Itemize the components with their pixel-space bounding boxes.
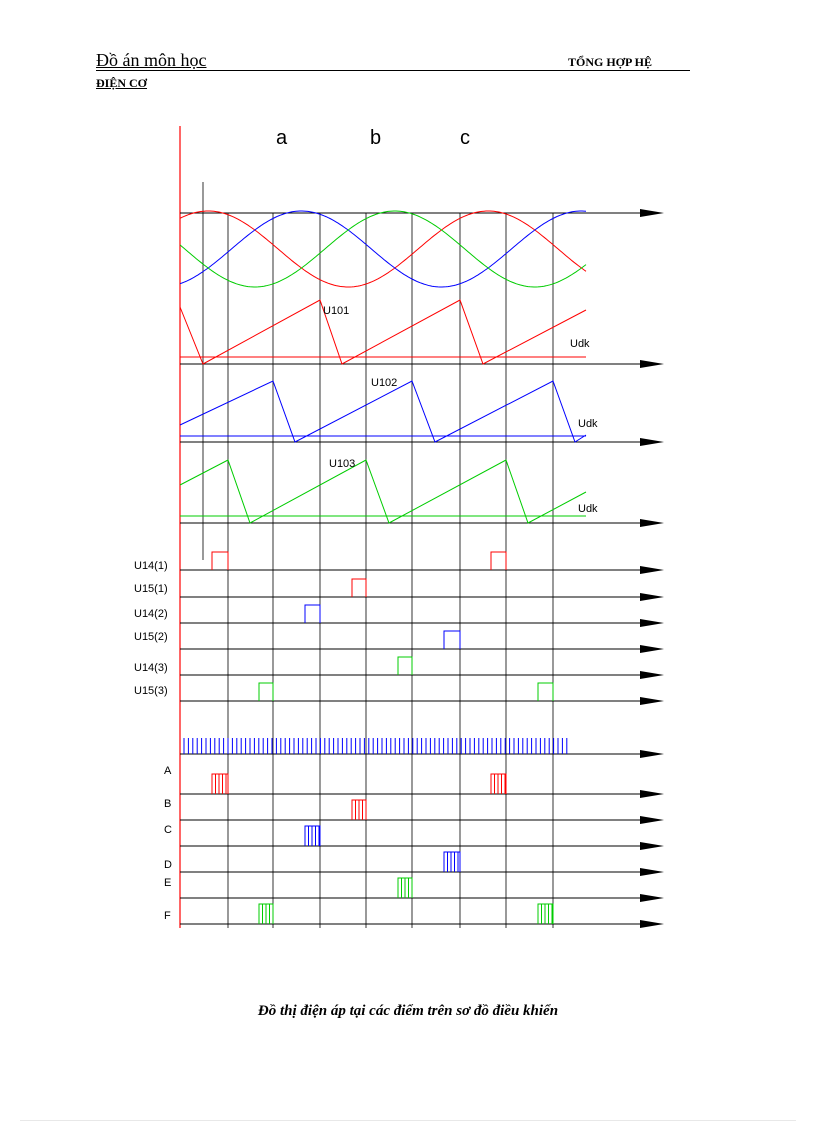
axis-pulse-row-1-arrow (640, 566, 664, 574)
burst-f-1 (258, 903, 274, 924)
ramp-label-u102: U102 (371, 377, 397, 389)
axis-u101-arrow (640, 360, 664, 368)
row-label-u15-1: U15(1) (134, 583, 168, 595)
ramp-label-u103: U103 (329, 458, 355, 470)
axis-output-row-3-arrow (640, 842, 664, 850)
axis-u102-arrow (640, 438, 664, 446)
row-label-c: C (164, 824, 172, 836)
three-phase-sine-waves (179, 210, 587, 288)
axis-pulse-row-2-arrow (640, 593, 664, 601)
axis-pulse-row-4-arrow (640, 645, 664, 653)
pulse-u14-1-b (490, 551, 507, 570)
row-label-d: D (164, 859, 172, 871)
row-label-e: E (164, 877, 171, 889)
burst-a-1 (211, 773, 229, 794)
output-pulse-trains (183, 738, 568, 924)
axis-output-row-5-arrow (640, 894, 664, 902)
axis-u103-arrow (640, 519, 664, 527)
time-axes (179, 126, 664, 928)
carrier-pulse-train (183, 738, 568, 754)
sine-phase-a (179, 210, 587, 288)
axis-output-row-6-arrow (640, 920, 664, 928)
footer-rule (20, 1120, 796, 1121)
header-rule (96, 70, 690, 71)
axis-sine-arrow (640, 209, 664, 217)
row-label-b: B (164, 798, 171, 810)
burst-b (351, 799, 367, 820)
row-label-u15-2: U15(2) (134, 631, 168, 643)
row-label-u14-2: U14(2) (134, 608, 168, 620)
sine-phase-b (179, 210, 587, 288)
pulse-u14-3 (397, 656, 413, 675)
pulse-u15-3-b (537, 682, 554, 701)
ramp-label-u101: U101 (323, 305, 349, 317)
axis-output-row-4-arrow (640, 868, 664, 876)
pulse-u14-1-a (211, 551, 229, 570)
row-label-u14-3: U14(3) (134, 662, 168, 674)
axis-output-row-2-arrow (640, 816, 664, 824)
pulse-u15-2 (443, 630, 461, 649)
comparator-pulses (211, 551, 554, 701)
axis-pulse-row-6-arrow (640, 697, 664, 705)
sine-phase-c (179, 210, 587, 288)
phase-label-c: c (460, 127, 470, 149)
diagram-caption: Đồ thị điện áp tại các điểm trên sơ đồ đ… (257, 1003, 559, 1019)
pulse-u15-1 (351, 578, 367, 597)
row-label-a: A (164, 765, 172, 777)
header-course-subtitle: ĐIỆN CƠ (96, 76, 148, 90)
sawtooth-ramp-waves (179, 299, 587, 524)
burst-d (443, 851, 461, 872)
phase-label-a: a (276, 127, 288, 149)
control-label-udk-2: Udk (578, 418, 598, 430)
axis-pulse-row-3-arrow (640, 619, 664, 627)
control-label-udk-3: Udk (578, 503, 598, 515)
sync-gridlines (202, 182, 554, 928)
diagram-labels: a b c U101 U102 U103 Udk Udk Udk U14(1) … (134, 127, 598, 922)
phase-label-b: b (370, 127, 381, 149)
row-label-u15-3: U15(3) (134, 685, 168, 697)
control-voltage-timing-diagram: a b c U101 U102 U103 Udk Udk Udk U14(1) … (134, 126, 664, 928)
header-topic-title: TỔNG HỢP HỆ (568, 55, 653, 69)
axis-pulse-row-5-arrow (640, 671, 664, 679)
ramp-u102 (179, 380, 587, 443)
row-label-u14-1: U14(1) (134, 560, 168, 572)
burst-f-2 (537, 903, 554, 924)
row-label-f: F (164, 910, 171, 922)
pulse-u15-3-a (258, 682, 274, 701)
burst-a-2 (490, 773, 507, 794)
ramp-u101 (179, 299, 587, 365)
pulse-u14-2 (304, 604, 321, 623)
header-course-title: Đồ án môn học (96, 50, 207, 70)
ramp-u103 (179, 459, 587, 524)
axis-output-row-1-arrow (640, 790, 664, 798)
axis-output-row-0-arrow (640, 750, 664, 758)
burst-e (397, 877, 413, 898)
burst-c (304, 825, 321, 846)
control-label-udk-1: Udk (570, 338, 590, 350)
